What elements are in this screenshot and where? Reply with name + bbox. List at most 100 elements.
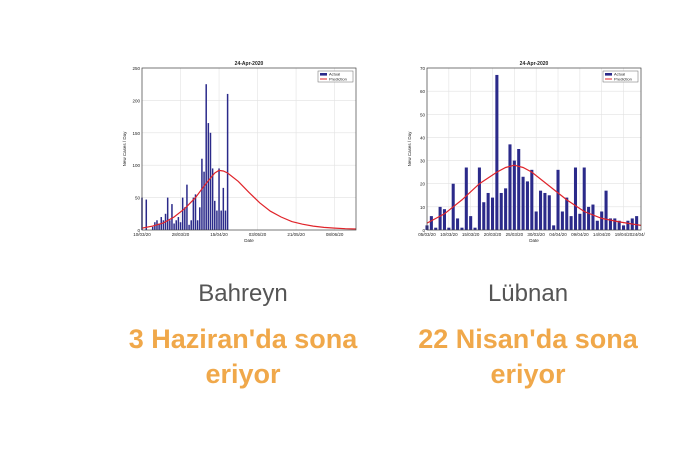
headline-lebanon: 22 Nisan'da sona eriyor xyxy=(378,322,678,392)
bar xyxy=(173,223,175,230)
bar xyxy=(216,210,218,230)
bar xyxy=(194,194,197,230)
bar xyxy=(145,199,148,230)
bar xyxy=(534,211,538,230)
bar xyxy=(154,222,156,230)
bar xyxy=(188,224,190,230)
bar xyxy=(569,216,573,230)
bar xyxy=(224,210,227,230)
bar xyxy=(192,197,195,230)
y-tick-label: 150 xyxy=(132,131,140,136)
headline-bahrain: 3 Haziran'da sona eriyor xyxy=(93,322,393,392)
x-tick-label: 04/04/20 xyxy=(549,232,567,237)
bar xyxy=(184,207,186,230)
x-tick-label: 08/06/20 xyxy=(326,232,344,237)
bar xyxy=(171,204,173,230)
bar xyxy=(464,167,468,230)
legend-label-actual: Actual xyxy=(614,72,625,77)
bar xyxy=(552,225,556,230)
x-tick-label: 24/04/20 xyxy=(632,232,645,237)
bar xyxy=(460,227,464,230)
bar xyxy=(539,190,543,230)
bar xyxy=(600,211,604,230)
x-tick-label: 15/04/20 xyxy=(210,232,228,237)
x-axis-label: Date xyxy=(244,238,254,243)
legend-label-actual: Actual xyxy=(329,72,340,77)
y-tick-label: 0 xyxy=(137,228,140,233)
chart-bahrain-panel: 0 50 100 150 200 250 10/03/20 28/03/20 15/04/20 0… xyxy=(120,58,360,244)
bar xyxy=(434,227,438,230)
y-tick-label: 70 xyxy=(420,66,426,71)
bar xyxy=(547,195,551,230)
chart-lebanon: 0 10 20 30 40 50 60 70 05/03/20 10/03/20 15/03/20 2… xyxy=(407,61,650,243)
x-tick-label: 03/05/20 xyxy=(249,232,267,237)
headline-bahrain-line1: 3 Haziran'da sona xyxy=(128,324,358,354)
y-tick-label: 50 xyxy=(135,196,141,201)
bar xyxy=(177,217,180,230)
legend-swatch-actual xyxy=(320,73,327,76)
bar xyxy=(578,213,582,230)
bar xyxy=(504,188,508,230)
bar xyxy=(517,149,521,230)
bar xyxy=(521,176,525,230)
bar xyxy=(199,207,201,230)
bar xyxy=(181,197,184,230)
bar xyxy=(622,225,626,230)
bar xyxy=(595,220,599,230)
headline-lebanon-line1: 22 Nisan'da sona xyxy=(418,324,638,354)
legend-swatch-actual xyxy=(605,73,612,76)
bar xyxy=(209,132,212,230)
chart-lebanon-panel: 0 10 20 30 40 50 60 70 05/03/20 10/03/20 15/03/20 2… xyxy=(405,58,650,244)
y-tick-label: 50 xyxy=(420,112,426,117)
bar xyxy=(175,220,177,230)
y-tick-label: 30 xyxy=(420,159,426,164)
x-tick-label: 20/03/20 xyxy=(484,232,502,237)
bar xyxy=(203,171,205,230)
legend-box xyxy=(602,70,639,83)
x-tick-label: 09/04/20 xyxy=(571,232,589,237)
prediction-line xyxy=(141,169,357,230)
y-tick-label: 250 xyxy=(132,66,140,71)
bar xyxy=(508,144,512,230)
bar xyxy=(556,169,560,230)
headline-bahrain-line2: eriyor xyxy=(205,359,281,389)
x-tick-label: 14/04/20 xyxy=(593,232,611,237)
bar xyxy=(626,220,630,230)
bar xyxy=(186,184,188,230)
bar xyxy=(190,220,192,230)
bar xyxy=(447,227,451,230)
bar xyxy=(613,218,617,230)
bar xyxy=(205,84,207,230)
bar xyxy=(608,218,612,230)
bar xyxy=(587,206,591,230)
x-tick-label: 19/04/20 xyxy=(615,232,633,237)
plot-area xyxy=(142,68,356,230)
plot-area xyxy=(427,68,641,230)
axes-frame xyxy=(141,67,357,231)
y-axis-label: New Cases / Day xyxy=(122,131,127,167)
chart-bahrain: 0 50 100 150 200 250 10/03/20 28/03/20 15/04/20 0… xyxy=(122,61,357,243)
bar xyxy=(222,187,225,230)
y-tick-label: 10 xyxy=(420,205,426,210)
bar xyxy=(573,167,578,230)
headline-lebanon-line2: eriyor xyxy=(490,359,566,389)
bar xyxy=(512,160,516,230)
bar xyxy=(226,93,229,230)
y-axis-label: New Cases / Day xyxy=(407,131,412,167)
x-tick-label: 10/03/20 xyxy=(440,232,458,237)
bar xyxy=(438,206,442,230)
bar xyxy=(218,168,220,230)
legend-label-prediction: Prediction xyxy=(614,76,632,81)
y-tick-label: 40 xyxy=(420,135,426,140)
legend-label-prediction: Prediction xyxy=(329,76,347,81)
bar xyxy=(166,197,169,230)
bar xyxy=(591,204,595,230)
bar xyxy=(169,220,171,230)
bar xyxy=(201,158,203,230)
bar xyxy=(162,220,165,230)
x-tick-label: 10/03/20 xyxy=(133,232,151,237)
bar xyxy=(207,123,210,230)
bar xyxy=(560,211,564,230)
x-tick-label: 25/03/20 xyxy=(506,232,524,237)
y-tick-label: 100 xyxy=(132,163,140,168)
